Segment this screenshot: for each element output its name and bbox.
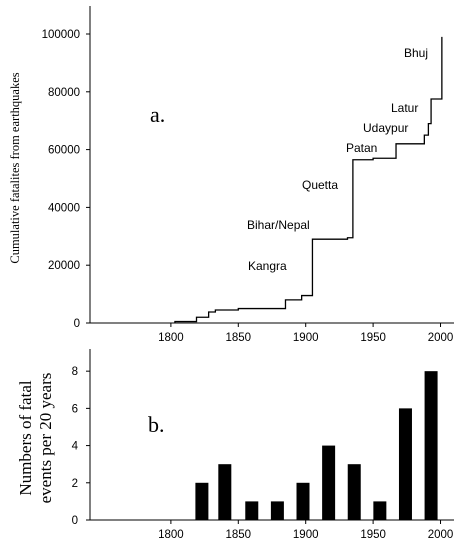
chart-a-annotation: Patan [346, 141, 377, 155]
chart-a-annotation: Quetta [302, 178, 338, 192]
chart-b-bar [322, 445, 336, 520]
chart-a-x-tick-label: 2000 [428, 332, 454, 344]
chart-a-series-line [174, 36, 443, 323]
chart-a-y-tick-label: 0 [74, 318, 80, 330]
chart-a: 0 20000 40000 60000 80000 100000 1800 1850 1900… [8, 6, 454, 344]
chart-a-x-tick-label: 1900 [293, 332, 319, 344]
chart-a-x-tick-label: 1800 [158, 332, 184, 344]
chart-a-y-tick-label: 40000 [48, 202, 80, 214]
chart-b-bar [218, 464, 232, 520]
chart-a-annotation: Kangra [248, 259, 287, 273]
chart-b-y-tick-label: 2 [72, 478, 78, 490]
chart-b-y-axis-label-line-1: Numbers of fatal [16, 380, 35, 495]
chart-b-bar [398, 408, 412, 520]
chart-a-y-tick-label: 80000 [48, 87, 80, 99]
chart-b-x-tick-label: 1850 [225, 529, 251, 541]
chart-a-annotation: Bhuj [404, 46, 428, 60]
chart-b-bar [347, 464, 361, 520]
chart-b-y-tick-label: 0 [72, 515, 78, 527]
chart-b-x-tick-label: 1800 [158, 529, 184, 541]
chart-a-annotation: Bihar/Nepal [247, 218, 310, 232]
chart-b-bar [424, 371, 438, 520]
chart-a-annotation: Udaypur [363, 121, 408, 135]
chart-b-y-tick-label: 4 [72, 441, 79, 453]
chart-b-bar [270, 501, 284, 520]
chart-b-bar [296, 482, 310, 520]
chart-b-bar [195, 482, 209, 520]
chart-a-y-tick-label: 20000 [48, 260, 80, 272]
chart-a-x-tick-label: 1850 [225, 332, 251, 344]
chart-b-x-tick-label: 2000 [428, 529, 454, 541]
chart-a-y-tick-label: 100000 [42, 29, 80, 41]
chart-b-x-tick-label: 1950 [360, 529, 386, 541]
chart-a-panel-label: a. [150, 102, 165, 127]
chart-b-bar [245, 501, 259, 520]
chart-b-x-tick-label: 1900 [293, 529, 319, 541]
chart-a-y-axis-label: Cumulative fatalites from earthquakes [8, 72, 22, 263]
chart-a-y-tick-label: 60000 [48, 145, 80, 157]
chart-b: 0 2 4 6 8 1800 1850 1900 1950 2000 b. Numbers of… [16, 349, 454, 541]
chart-b-y-axis-label-line-2: events per 20 years [36, 373, 55, 504]
chart-b-y-tick-label: 8 [72, 366, 78, 378]
chart-b-panel-label: b. [148, 412, 165, 437]
chart-a-x-tick-label: 1950 [360, 332, 386, 344]
chart-b-bar [373, 501, 387, 520]
chart-b-y-tick-label: 6 [72, 403, 78, 415]
chart-a-annotation: Latur [391, 101, 418, 115]
